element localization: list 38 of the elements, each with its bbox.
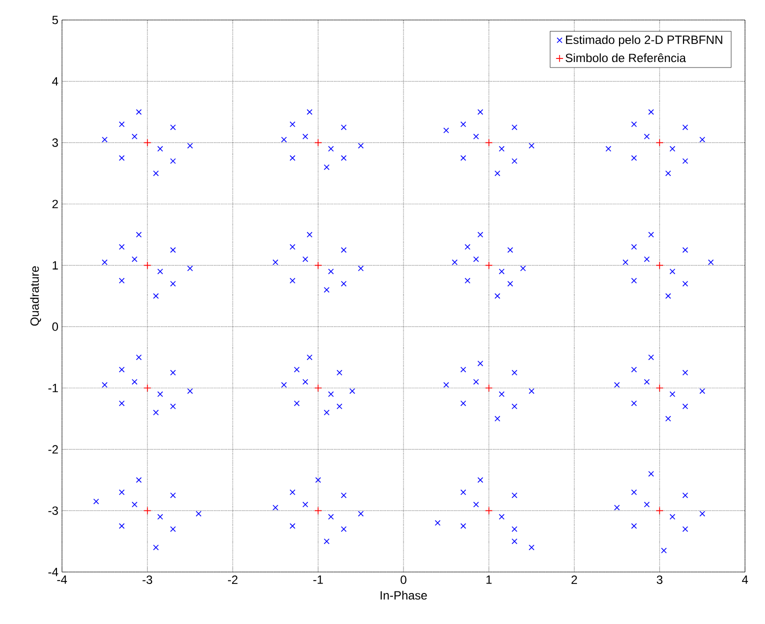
x-tick-label: -2 (228, 576, 238, 584)
x-tick-label: 2 (572, 576, 577, 584)
point (484, 138, 493, 147)
point (484, 384, 493, 392)
y-tick-label: -3 (48, 506, 58, 515)
y-tick-label: 2 (52, 200, 58, 208)
x-tick-label: -1 (313, 576, 323, 584)
point (484, 261, 493, 270)
x-tick-label: 0 (400, 576, 406, 584)
y-tick-label: -4 (48, 568, 58, 576)
y-tick-label: 3 (52, 138, 58, 147)
legend-label: Estimado pelo 2-D PTRBFNN (566, 35, 722, 46)
x-tick-label: 4 (742, 576, 748, 584)
y-tick-label: 1 (52, 261, 58, 270)
point (143, 261, 152, 270)
point (143, 384, 152, 392)
y-axis-title: Quadrature (30, 266, 42, 326)
point (656, 506, 664, 515)
point (314, 138, 322, 147)
point (143, 138, 152, 147)
y-tick-label: -2 (48, 445, 58, 454)
y-tick-label: 0 (52, 322, 58, 331)
point (143, 506, 152, 515)
y-tick-label: 4 (52, 77, 58, 86)
point (484, 506, 493, 515)
point (656, 384, 664, 392)
point (656, 138, 664, 147)
y-tick-label: 5 (52, 16, 58, 24)
point (314, 261, 322, 270)
point (656, 261, 664, 270)
x-tick-label: 3 (656, 576, 662, 584)
legend-label: Simbolo de Referência (566, 53, 686, 62)
x-axis-title: In-Phase (380, 590, 427, 600)
x-tick-label: -3 (142, 576, 152, 584)
x-tick-label: 1 (486, 576, 492, 584)
point (314, 384, 322, 392)
point (314, 506, 322, 515)
y-tick-label: -1 (48, 384, 58, 392)
